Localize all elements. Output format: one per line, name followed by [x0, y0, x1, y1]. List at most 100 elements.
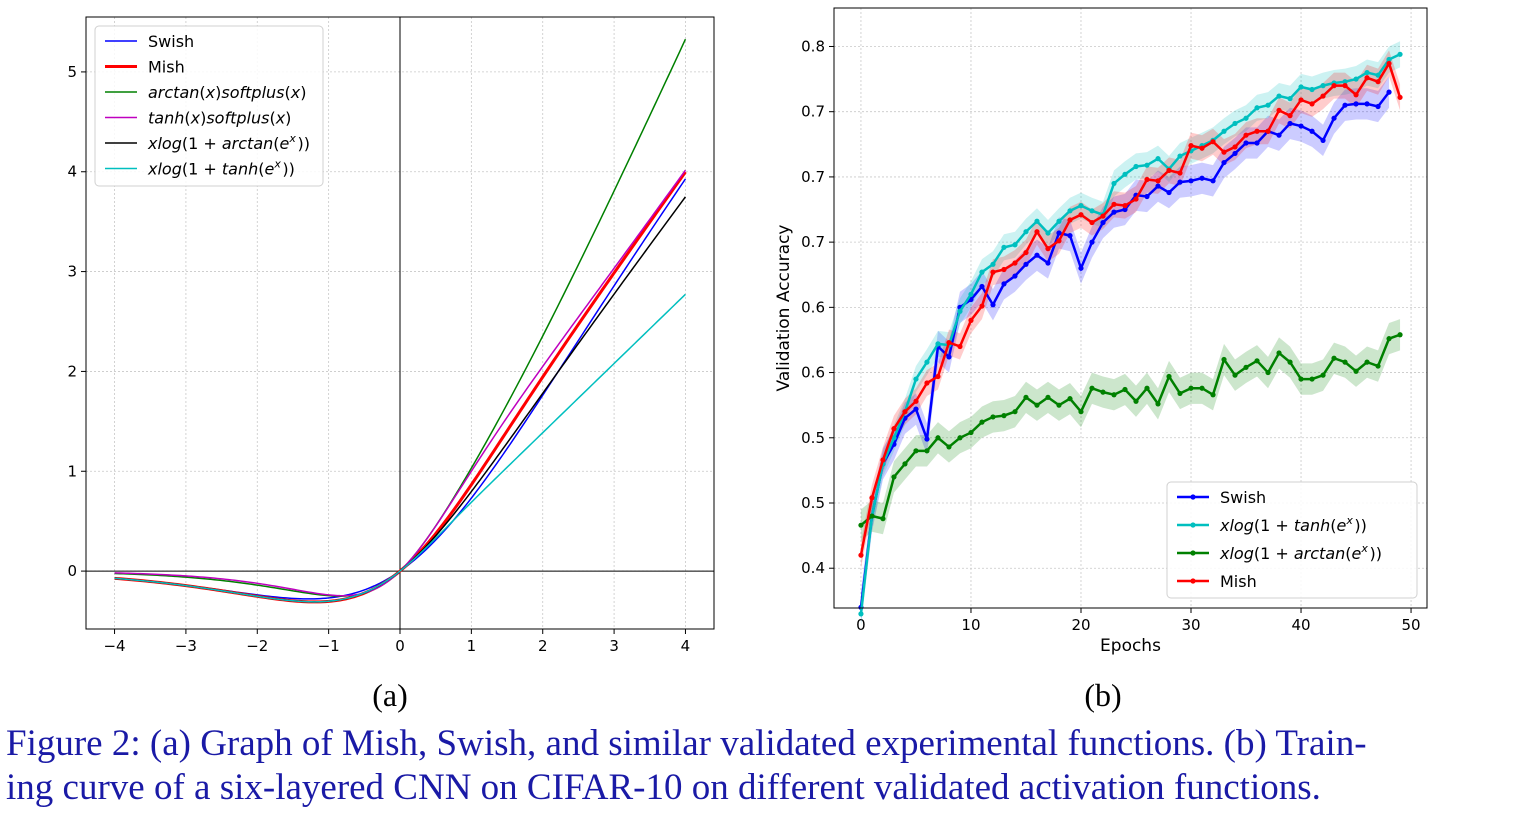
- panel-b-data-point: [1353, 92, 1359, 98]
- panel-b-data-point: [1133, 163, 1139, 170]
- panel-b-data-point: [1067, 396, 1073, 402]
- panel-b-legend-marker: [1190, 522, 1196, 528]
- panel-b-data-point: [1078, 203, 1084, 209]
- panel-b-data-point: [935, 435, 941, 441]
- panel-b-data-point: [1122, 203, 1128, 209]
- panel-b-data-point: [1166, 373, 1172, 380]
- panel-b-data-point: [1265, 369, 1271, 376]
- panel-b-x-tick-label: 10: [961, 616, 980, 634]
- panel-b-data-point: [1155, 178, 1161, 184]
- panel-b-data-point: [1276, 107, 1282, 113]
- panel-b-data-point: [990, 414, 996, 420]
- panel-b-data-point: [1089, 385, 1095, 391]
- panel-b-data-point: [1210, 178, 1216, 184]
- panel-b-data-point: [1375, 103, 1381, 110]
- panel-b-data-point: [990, 261, 996, 267]
- panel-b-legend-marker: [1190, 494, 1196, 500]
- panel-a-legend-label: xlog(1 + arctan(ex )): [147, 132, 310, 153]
- panel-a-y-tick-label: 0: [67, 562, 77, 580]
- panel-a-legend-label: Swish: [148, 32, 194, 51]
- panel-b-data-point: [1221, 128, 1227, 134]
- panel-b-data-point: [1353, 368, 1359, 374]
- panel-b-data-point: [1111, 209, 1117, 215]
- panel-b-series-band: [860, 76, 1390, 624]
- panel-b-data-point: [1375, 72, 1381, 78]
- panel-b-data-point: [1210, 139, 1216, 145]
- panel-b-data-point: [1012, 409, 1018, 415]
- panel-a-legend-label: tanh(x)softplus(x): [148, 109, 291, 128]
- panel-b-data-point: [1078, 409, 1084, 415]
- panel-b-data-point: [1155, 156, 1161, 162]
- panel-b-data-point: [1243, 140, 1249, 146]
- panel-b-y-tick-label: 0.4: [801, 559, 825, 577]
- panel-a-x-tick-label: 4: [681, 637, 691, 655]
- panel-b-data-point: [957, 343, 963, 350]
- panel-b-data-point: [1023, 261, 1029, 267]
- panel-b-data-point: [1001, 281, 1007, 287]
- panel-b-data-point: [957, 308, 963, 314]
- panel-b-data-point: [1133, 398, 1139, 404]
- panel-b-x-tick-label: 30: [1181, 616, 1200, 634]
- panel-b-data-point: [902, 409, 908, 415]
- panel-a-x-tick-label: −2: [246, 637, 268, 655]
- panel-b-x-tick-label: 40: [1291, 616, 1310, 634]
- panel-b-data-point: [1111, 201, 1117, 207]
- panel-b-data-point: [1276, 93, 1282, 99]
- panel-b-legend-box: [1166, 481, 1418, 599]
- panel-b-data-point: [1353, 101, 1359, 107]
- panel-b-data-point: [1177, 170, 1183, 176]
- panel-b-data-point: [957, 435, 963, 441]
- panel-b-data-point: [1331, 355, 1337, 361]
- panel-a-series-line: [114, 293, 686, 603]
- panel-a-legend-label: xlog(1 + tanh(ex )): [147, 158, 295, 179]
- panel-b-data-point: [990, 269, 996, 275]
- panel-b-data-point: [1122, 171, 1128, 177]
- panel-b-x-axis-label: Epochs: [1100, 636, 1161, 656]
- panel-b-data-point: [1155, 183, 1161, 189]
- panel-b-data-point: [1144, 193, 1150, 200]
- panel-b-data-point: [1166, 167, 1172, 173]
- panel-b-y-tick-label: 0.5: [801, 494, 825, 512]
- panel-b-data-point: [1232, 372, 1238, 378]
- panel-b-data-point: [1001, 413, 1007, 419]
- panel-b-data-point: [1221, 356, 1227, 363]
- panel-b-data-point: [979, 419, 985, 425]
- panel-b-x-tick-label: 0: [856, 616, 866, 634]
- panel-b-data-point: [858, 552, 864, 558]
- panel-b-data-point: [1287, 120, 1293, 127]
- panel-b-plot-frame: [833, 7, 1428, 609]
- panel-b-data-point: [1320, 137, 1326, 143]
- panel-b-x-tick-label: 20: [1071, 616, 1090, 634]
- panel-b-data-point: [1023, 394, 1029, 400]
- panel-b-data-point: [1023, 249, 1029, 256]
- panel-b-data-point: [1320, 83, 1326, 89]
- panel-b-data-point: [1254, 140, 1260, 146]
- panel-b-data-point: [1089, 239, 1095, 245]
- panel-b-data-point: [1298, 123, 1304, 129]
- panel-b-data-point: [1287, 359, 1293, 365]
- panel-b-data-point: [1001, 244, 1007, 250]
- panel-b-data-point: [1232, 144, 1238, 150]
- panel-b-data-point: [924, 359, 930, 365]
- panel-b-data-point: [1122, 206, 1128, 213]
- panel-b-data-point: [1155, 401, 1161, 407]
- panel-b-data-point: [1056, 230, 1062, 236]
- panel-b-y-tick-label: 0.6: [801, 364, 825, 382]
- panel-b-label: (b): [1084, 677, 1121, 713]
- figure-caption: Figure 2: (a) Graph of Mish, Swish, and …: [6, 722, 1511, 810]
- panel-b-data-point: [946, 354, 952, 360]
- panel-b-data-point: [1199, 385, 1205, 391]
- panel-b-data-point: [1375, 79, 1381, 85]
- panel-b-data-point: [1078, 212, 1084, 218]
- panel-b-data-point: [869, 495, 875, 501]
- panel-b-y-axis-label: Validation Accuracy: [774, 225, 794, 392]
- panel-b-data-point: [990, 302, 996, 308]
- panel-b-data-point: [1034, 229, 1040, 235]
- panel-b-data-point: [1100, 389, 1106, 395]
- panel-a-x-tick-label: 3: [609, 637, 619, 655]
- panel-b-data-point: [1177, 179, 1183, 185]
- panel-b-data-point: [1386, 336, 1392, 342]
- panel-b-data-point: [1331, 83, 1337, 89]
- panel-b-data-point: [1265, 102, 1271, 108]
- panel-b-data-point: [1320, 372, 1326, 378]
